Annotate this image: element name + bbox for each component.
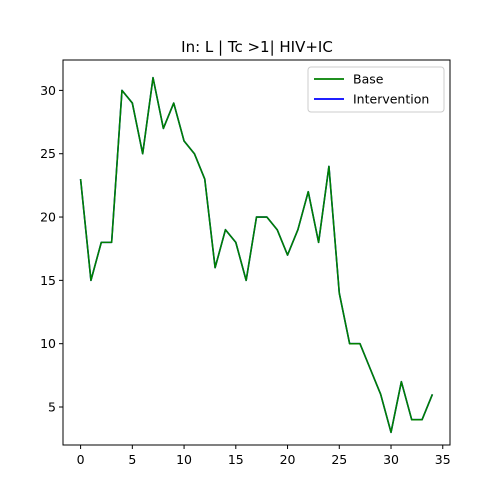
legend: Base Intervention [307,66,445,113]
series-line-intervention [79,76,434,434]
plot-frame [62,59,451,446]
x-axis: 0 5 10 15 20 25 30 35 [77,445,451,467]
x-tick-label: 35 [435,452,451,467]
x-tick-label: 30 [383,452,399,467]
x-tick-label: 25 [331,452,347,467]
y-tick-label: 10 [40,336,56,351]
legend-label-intervention: Intervention [353,92,429,107]
y-tick-label: 25 [40,146,56,161]
chart-title: In: L | Tc >1| HIV+IC [181,38,333,56]
x-tick-label: 0 [77,452,85,467]
x-tick-label: 20 [280,452,296,467]
x-tick-label: 10 [176,452,192,467]
y-tick-label: 15 [40,273,56,288]
y-tick-label: 20 [40,210,56,225]
series-layer [79,76,434,434]
legend-label-base: Base [353,72,384,87]
x-tick-label: 15 [228,452,244,467]
y-tick-label: 30 [40,83,56,98]
y-tick-label: 5 [48,400,56,415]
x-tick-label: 5 [128,452,136,467]
series-line-base [79,76,434,434]
y-axis: 5 10 15 20 25 30 [40,83,63,415]
